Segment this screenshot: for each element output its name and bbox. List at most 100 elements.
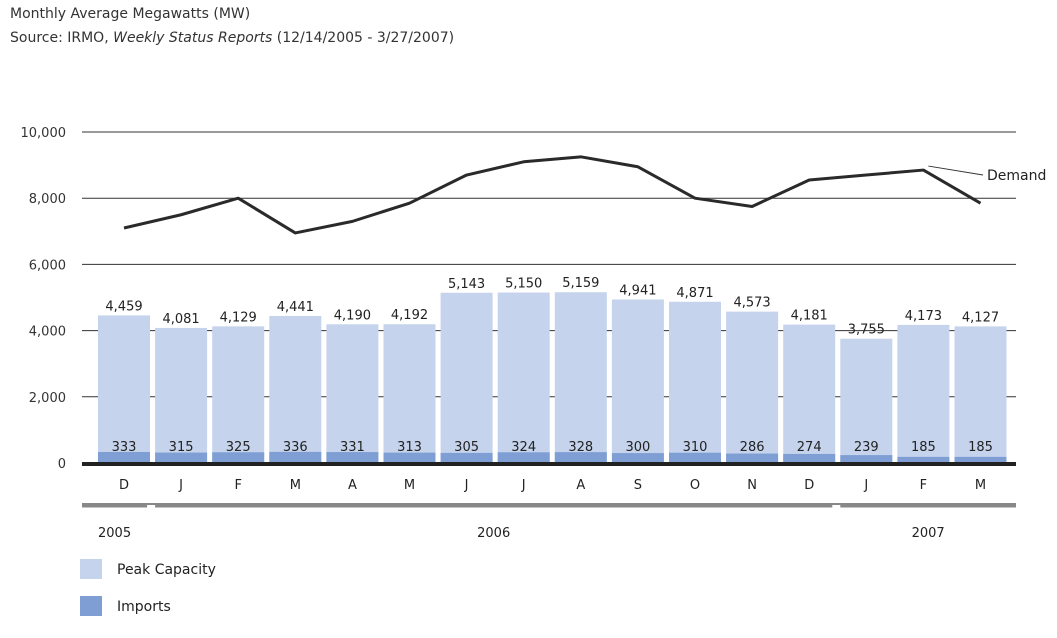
bar-peak-capacity <box>840 338 893 463</box>
bar-peak-capacity <box>669 301 721 463</box>
bar-peak-capacity <box>440 292 493 463</box>
bar-imports <box>669 452 721 463</box>
bar-imports <box>383 452 436 463</box>
bar-peak-capacity <box>897 324 950 463</box>
bar-imports <box>212 452 265 463</box>
x-tick-label: M <box>290 478 301 493</box>
peak-value-label: 5,150 <box>505 277 542 292</box>
bar-imports <box>326 452 379 463</box>
y-tick-label: 6,000 <box>29 258 66 273</box>
imports-value-label: 313 <box>397 440 422 455</box>
x-tick-label: M <box>975 478 986 493</box>
legend-label: Imports <box>117 599 171 615</box>
imports-value-label: 331 <box>340 440 365 455</box>
bar-imports <box>840 455 893 463</box>
x-tick-label: M <box>404 478 415 493</box>
bar-imports <box>783 453 836 463</box>
imports-value-label: 333 <box>112 440 137 455</box>
imports-value-label: 239 <box>854 440 879 455</box>
bar-imports <box>497 452 550 463</box>
y-tick-label: 4,000 <box>29 325 66 340</box>
bar-imports <box>611 453 664 463</box>
bar-peak-capacity <box>726 311 779 463</box>
imports-value-label: 310 <box>683 440 708 455</box>
x-tick-label: D <box>119 478 129 493</box>
bar-peak-capacity <box>155 327 208 463</box>
x-tick-label: O <box>690 478 700 493</box>
peak-value-label: 4,181 <box>791 309 828 324</box>
bar-imports <box>554 452 607 463</box>
bar-peak-capacity <box>497 292 550 463</box>
peak-value-label: 4,871 <box>676 286 713 301</box>
bar-peak-capacity <box>611 299 664 463</box>
legend-label: Peak Capacity <box>117 562 216 578</box>
x-tick-label: A <box>576 478 585 493</box>
imports-value-label: 315 <box>169 440 194 455</box>
legend-swatch <box>80 559 102 579</box>
bar-imports <box>726 453 779 463</box>
peak-value-label: 4,192 <box>391 308 428 323</box>
source-prefix: Source: IRMO, <box>10 30 114 46</box>
bar-peak-capacity <box>212 326 265 463</box>
bar-peak-capacity <box>269 316 322 463</box>
x-tick-label: J <box>178 478 183 493</box>
peak-value-label: 4,081 <box>162 312 199 327</box>
imports-value-label: 336 <box>283 440 308 455</box>
bar-imports <box>269 451 322 463</box>
demand-callout-line <box>928 165 984 176</box>
bar-peak-capacity <box>783 324 836 463</box>
peak-value-label: 4,459 <box>105 299 142 314</box>
chart-source: Source: IRMO, Weekly Status Reports (12/… <box>10 30 454 46</box>
peak-value-label: 4,941 <box>619 283 656 298</box>
imports-value-label: 325 <box>226 440 251 455</box>
peak-value-label: 5,143 <box>448 277 485 292</box>
peak-value-label: 4,190 <box>334 308 371 323</box>
y-tick-label: 2,000 <box>29 391 66 406</box>
x-tick-label: J <box>521 478 526 493</box>
demand-label: Demand <box>987 168 1046 184</box>
imports-value-label: 274 <box>797 440 822 455</box>
x-tick-label: S <box>634 478 642 493</box>
peak-value-label: 4,127 <box>962 310 999 325</box>
x-tick-label: F <box>234 478 241 493</box>
y-tick-label: 8,000 <box>29 192 66 207</box>
y-tick-label: 0 <box>58 457 66 472</box>
bar-imports <box>954 456 1007 463</box>
year-label: 2006 <box>477 526 510 541</box>
imports-value-label: 328 <box>568 440 593 455</box>
peak-value-label: 3,755 <box>848 323 885 338</box>
source-suffix: (12/14/2005 - 3/27/2007) <box>272 30 455 46</box>
imports-value-label: 300 <box>625 440 650 455</box>
chart-title: Monthly Average Megawatts (MW) <box>10 6 251 22</box>
x-tick-label: A <box>348 478 357 493</box>
x-tick-label: N <box>747 478 757 493</box>
peak-value-label: 5,159 <box>562 276 599 291</box>
imports-value-label: 324 <box>511 440 536 455</box>
x-tick-label: J <box>863 478 868 493</box>
imports-value-label: 305 <box>454 440 479 455</box>
peak-value-label: 4,441 <box>277 300 314 315</box>
x-tick-label: J <box>464 478 469 493</box>
bar-imports <box>155 452 208 463</box>
bar-peak-capacity <box>383 324 436 463</box>
peak-value-label: 4,173 <box>905 309 942 324</box>
bar-peak-capacity <box>554 292 607 463</box>
year-label: 2005 <box>98 526 131 541</box>
year-label: 2007 <box>912 526 945 541</box>
peak-value-label: 4,573 <box>733 296 770 311</box>
bar-peak-capacity <box>954 326 1007 463</box>
source-italic: Weekly Status Reports <box>113 30 273 46</box>
bar-imports <box>897 456 950 463</box>
peak-value-label: 4,129 <box>220 310 257 325</box>
bar-peak-capacity <box>98 315 150 463</box>
bar-peak-capacity <box>326 324 379 463</box>
demand-line <box>123 155 982 235</box>
x-tick-label: F <box>920 478 927 493</box>
bar-imports <box>98 451 150 463</box>
bar-imports <box>440 452 493 463</box>
x-tick-label: D <box>804 478 814 493</box>
y-tick-label: 10,000 <box>21 126 67 141</box>
imports-value-label: 185 <box>968 440 993 455</box>
legend-swatch <box>80 596 102 616</box>
imports-value-label: 286 <box>740 440 765 455</box>
